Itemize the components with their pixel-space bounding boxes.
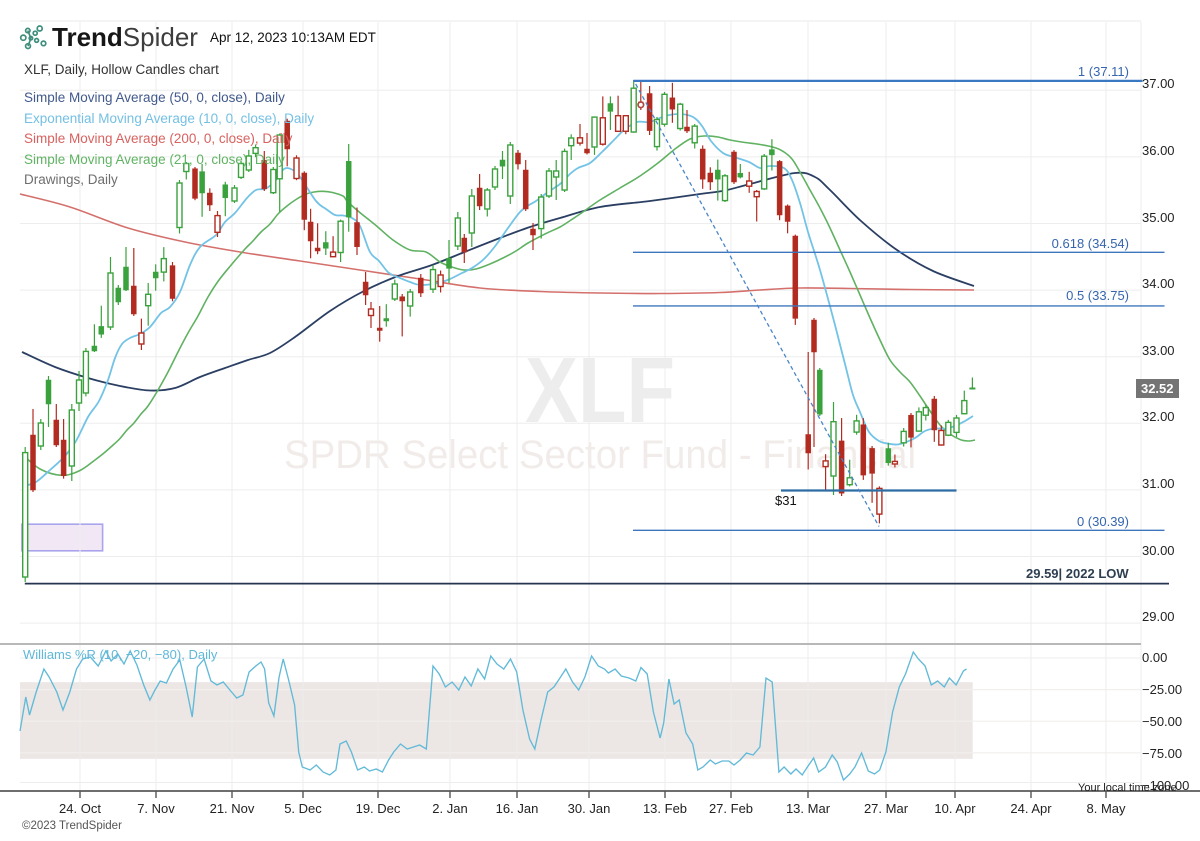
svg-text:XLF: XLF (525, 338, 675, 442)
svg-text:SPDR Select Sector Fund - Fina: SPDR Select Sector Fund - Financial (284, 433, 916, 477)
